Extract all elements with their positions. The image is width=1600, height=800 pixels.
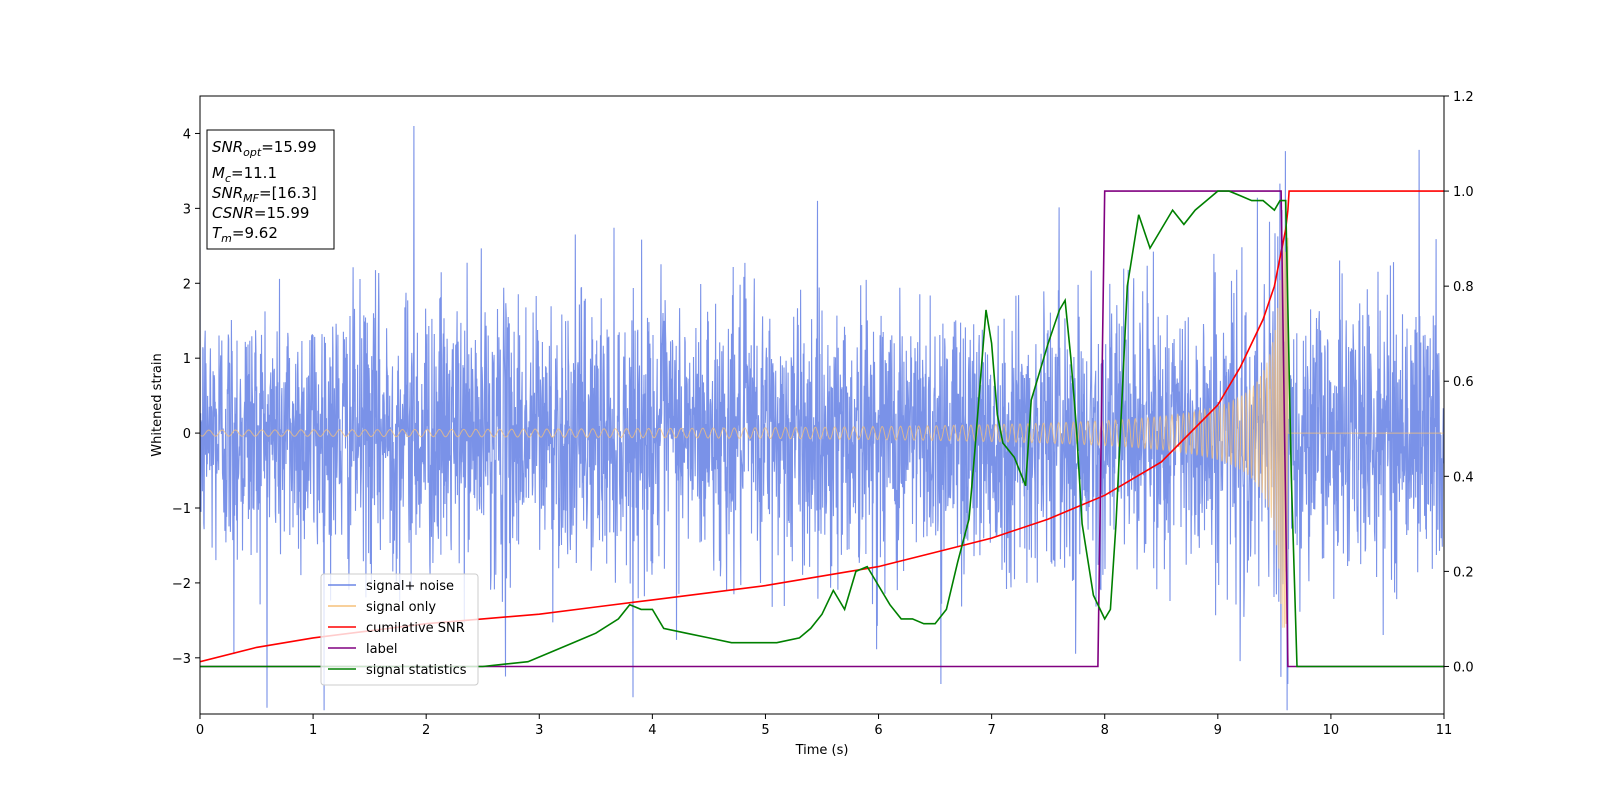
x-axis-ticks: 0 1 2 3 4 5 6 7 8 9 10 11 [196,714,1452,738]
info-box: SNRopt=15.99 Mc=11.1 SNRMF=[16.3] CSNR=1… [206,129,335,250]
x-tick-label: 2 [422,723,430,738]
x-tick-label: 8 [1101,723,1109,738]
legend-frame [320,573,479,686]
legend-label-signal-noise: signal+ noise [366,579,454,594]
y-left-tick-label: 4 [183,127,191,142]
info-csnr: CSNR=15.99 [212,204,309,222]
y-left-tick-label: 3 [183,202,191,217]
y-right-tick-label: 1.2 [1453,90,1474,105]
x-tick-label: 5 [761,723,769,738]
x-tick-label: 11 [1436,723,1453,738]
x-tick-label: 6 [874,723,882,738]
info-snr-opt: SNRopt=15.99 [212,138,317,159]
axes-frame [199,95,1445,715]
y-axis-right-ticks: 0.0 0.2 0.4 0.6 0.8 1.0 1.2 [1444,90,1474,675]
y-right-tick-label: 1.0 [1453,185,1474,200]
y-left-tick-label: −3 [172,652,191,667]
y-left-tick-label: 2 [183,277,191,292]
info-tm: Tm=9.62 [212,224,278,245]
series-signal-statistics-line [200,190,1444,668]
y-right-tick-label: 0.4 [1453,470,1474,485]
x-tick-label: 9 [1214,723,1222,738]
series-signal-only-line [200,237,1444,628]
x-axis-label: Time (s) [795,743,849,758]
y-left-tick-label: −1 [172,502,191,517]
info-box-frame [206,129,335,250]
x-tick-label: 7 [987,723,995,738]
y-axis-left-ticks: −3 −2 −1 0 1 2 3 4 [172,127,200,667]
y-axis-label: Whitened strain [150,353,165,456]
y-left-tick-label: 0 [183,427,191,442]
legend-label-cumulative-snr: cumilative SNR [366,621,465,636]
x-tick-label: 10 [1323,723,1340,738]
x-tick-label: 1 [309,723,317,738]
info-mc: Mc=11.1 [212,164,277,185]
y-right-tick-label: 0.6 [1453,375,1474,390]
x-tick-label: 4 [648,723,656,738]
legend-label-label: label [366,642,397,657]
legend: signal+ noise signal only cumilative SNR… [320,573,479,686]
y-left-tick-label: 1 [183,352,191,367]
y-right-tick-label: 0.0 [1453,660,1474,675]
y-right-tick-label: 0.8 [1453,280,1474,295]
y-left-tick-label: −2 [172,577,191,592]
series-signal-noise-line [200,125,1444,711]
info-snr-mf: SNRMF=[16.3] [212,184,317,205]
y-right-tick-label: 0.2 [1453,565,1474,580]
legend-label-signal-only: signal only [366,600,436,615]
x-tick-label: 3 [535,723,543,738]
x-tick-label: 0 [196,723,204,738]
legend-label-signal-statistics: signal statistics [366,663,467,678]
